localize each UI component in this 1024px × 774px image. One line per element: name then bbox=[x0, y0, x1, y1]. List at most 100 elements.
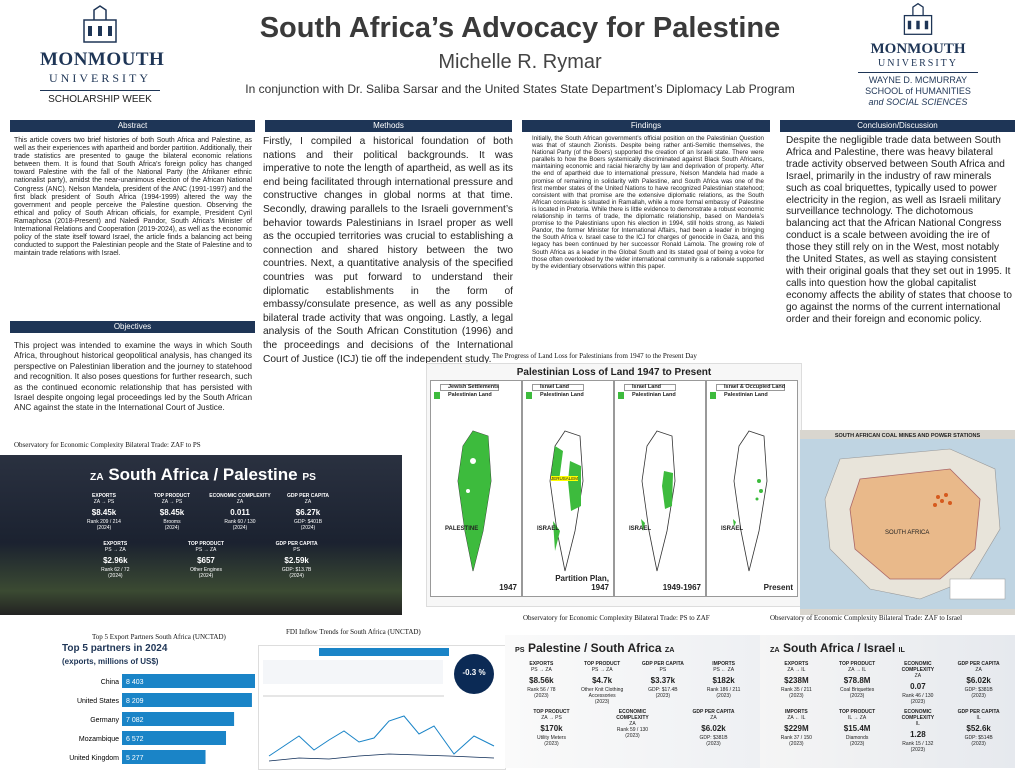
stat-note: Other Knit Clothing Accessories bbox=[581, 687, 624, 699]
map-shape bbox=[457, 430, 492, 572]
trade-panel: ZA South Africa / Israel IL EXPORTS ZA → I… bbox=[760, 635, 1015, 768]
methods-text: Firstly, I compiled a historical foundat… bbox=[263, 136, 513, 365]
stat-year: (2023) bbox=[625, 733, 640, 739]
stat-dir: ZA bbox=[710, 715, 717, 721]
bar-value-label: 7 082 bbox=[126, 717, 144, 724]
stat-dir: ZA bbox=[629, 721, 636, 727]
left-logo: MONMOUTH UNIVERSITY SCHOLARSHIP WEEK bbox=[40, 4, 165, 105]
map-panel: Jewish Settlements Palestinian Land PALEST… bbox=[430, 380, 522, 597]
stat: TOP PRODUCT PS → ZA $4.7k Other Knit Clothi… bbox=[573, 661, 631, 705]
stat: IMPORTS PS ← ZA $182k Rank 186 / 211 (2023) bbox=[694, 661, 752, 705]
caption: Top 5 Export Partners South Africa (UNCT… bbox=[92, 633, 226, 641]
stat: EXPORTS ZA → PS $8.45k Rank 209 / 214 (2024) bbox=[71, 493, 136, 531]
stat-year: (2023) bbox=[910, 747, 926, 753]
map-year: 1947 bbox=[499, 583, 517, 592]
country-code: ZA bbox=[664, 645, 675, 654]
stat: TOP PRODUCT IL → ZA $15.4M Diamonds (2023) bbox=[828, 709, 886, 753]
bar-category: China bbox=[101, 679, 119, 686]
stat-value: $4.7k bbox=[592, 676, 613, 685]
stat-label: TOP PRODUCT bbox=[839, 709, 876, 715]
stat: GDP PER CAPITA ZA $6.27k GDP: $401B (2024) bbox=[275, 493, 340, 531]
stat-label: IMPORTS bbox=[784, 709, 808, 715]
logo-name: MONMOUTH bbox=[40, 49, 165, 70]
stat-year: (2023) bbox=[594, 699, 610, 705]
stat: ECONOMIC COMPLEXITY ZA 0.011 Rank 60 / 130(… bbox=[207, 493, 272, 531]
logo-sub: UNIVERSITY bbox=[49, 71, 151, 85]
panel-heading: Palestine / South Africa bbox=[527, 641, 662, 655]
stat-note: Other Engines bbox=[189, 567, 222, 573]
stat-dir: PS → ZA bbox=[195, 547, 217, 553]
stat-dir: ZA → IL bbox=[848, 667, 867, 673]
stat-label: GDP PER CAPITA bbox=[286, 493, 330, 499]
stat-value: $229M bbox=[784, 724, 809, 733]
stat-dir: IL bbox=[915, 721, 920, 727]
stat-value: $15.4M bbox=[843, 724, 871, 733]
title-block: South Africa’s Advocacy for Palestine Mi… bbox=[200, 12, 840, 96]
country-code: IL bbox=[898, 645, 905, 654]
stat-year: (2023) bbox=[971, 693, 986, 699]
map-legend: Israel Land Palestinian Land bbox=[618, 384, 676, 400]
stat-year: (2023) bbox=[849, 741, 865, 747]
fdi-chart: -0.3 % bbox=[258, 645, 506, 770]
title: South Africa’s Advocacy for Palestine bbox=[259, 12, 781, 44]
stat-label: TOP PRODUCT bbox=[187, 541, 225, 547]
stat-label: GDP PER CAPITA bbox=[275, 541, 318, 547]
stat-note: Rank 35 / 211 bbox=[780, 687, 812, 693]
stat-label: TOP PRODUCT bbox=[533, 709, 570, 715]
stat-label: EXPORTS bbox=[92, 493, 116, 499]
stat-dir: ZA bbox=[914, 673, 922, 679]
stat-row: EXPORTS PS → ZA $2.96k Rank 62 / 72 (2024) TO… bbox=[0, 537, 402, 585]
map-shape bbox=[549, 430, 584, 572]
stat-value: $657 bbox=[197, 556, 215, 565]
trade-panel: PS Palestine / South Africa ZA EXPORTS PS … bbox=[505, 635, 760, 768]
objectives-text: This project was intended to examine the… bbox=[14, 341, 252, 413]
country-label: SOUTH AFRICA bbox=[885, 530, 930, 536]
stat-row: EXPORTS ZA → PS $8.45k Rank 209 / 214 (2024)… bbox=[0, 489, 402, 537]
country-code: PS bbox=[302, 472, 316, 483]
stat-value: $182k bbox=[712, 676, 735, 685]
stat-note: Coal Briquettes bbox=[840, 687, 875, 693]
stat: EXPORTS PS → ZA $8.56k Rank 56 / 78 (2023) bbox=[512, 661, 570, 705]
section-heading: Conclusion/Discussion bbox=[780, 120, 1015, 132]
stat-year: (2024) bbox=[198, 573, 214, 579]
map-panels: Jewish Settlements Palestinian Land PALEST… bbox=[427, 378, 801, 599]
stat-label: ECONOMIC COMPLEXITY bbox=[901, 661, 935, 673]
map-year: Present bbox=[763, 583, 793, 592]
stat-note: Utility Meters bbox=[537, 735, 566, 741]
stat-year: (2023) bbox=[910, 699, 926, 705]
author: Michelle R. Rymar bbox=[438, 51, 602, 73]
stat-label: GDP PER CAPITA bbox=[957, 709, 1000, 715]
bar bbox=[122, 750, 206, 764]
stat-note: Rank 62 / 72 bbox=[101, 567, 130, 573]
trade-panel: ZA South Africa / Palestine PS EXPORTS ZA … bbox=[0, 455, 402, 615]
map-title: SOUTH AFRICAN COAL MINES AND POWER STATI… bbox=[834, 433, 981, 439]
stat-year: (2023) bbox=[789, 741, 804, 747]
map-year: 1949-1967 bbox=[662, 583, 701, 592]
map-panel: Israel Land Palestinian Land ISRAEL 1949-19… bbox=[614, 380, 706, 597]
map-shape bbox=[641, 430, 676, 572]
map-region: ISRAEL bbox=[721, 526, 744, 532]
stat-label: ECONOMIC COMPLEXITY bbox=[209, 493, 271, 499]
map-region: ISRAEL bbox=[537, 526, 560, 532]
map-title: Palestinian Loss of Land 1947 to Present bbox=[516, 367, 712, 378]
stat-year: (2023) bbox=[789, 693, 804, 699]
stat-note: GDP: $13.7B bbox=[281, 567, 312, 573]
stat: GDP PER CAPITA PS $2.59k GDP: $13.7B (2024) bbox=[264, 541, 329, 579]
stat: TOP PRODUCT ZA → PS $8.45k Brooms (2024) bbox=[139, 493, 204, 531]
stat: ECONOMIC COMPLEXITY ZA Rank 59 / 130 (2023) bbox=[603, 709, 661, 747]
legend-item: Jewish Settlements bbox=[434, 384, 499, 391]
bar-value-label: 6 572 bbox=[126, 736, 144, 743]
stat-value: $6.27k bbox=[295, 508, 321, 517]
stat-value: 0.07 bbox=[910, 682, 926, 691]
stat-dir: ZA bbox=[236, 499, 244, 505]
stat-label: GDP PER CAPITA bbox=[957, 661, 1000, 667]
panel-heading: South Africa / Israel bbox=[782, 641, 896, 655]
stat-row: IMPORTS ZA ← IL $229M Rank 37 / 150 (2023) TO… bbox=[760, 707, 1015, 755]
stat-value: $8.45k bbox=[159, 508, 185, 517]
fdi-drawing bbox=[263, 648, 495, 762]
abstract-text: This article covers two brief histories … bbox=[14, 137, 252, 258]
stat: GDP PER CAPITA IL $52.6k GDP: $514B (2023) bbox=[949, 709, 1007, 753]
stat: IMPORTS ZA ← IL $229M Rank 37 / 150 (2023) bbox=[767, 709, 825, 753]
panel-title: PS Palestine / South Africa ZA bbox=[505, 635, 760, 659]
bar bbox=[122, 693, 252, 707]
